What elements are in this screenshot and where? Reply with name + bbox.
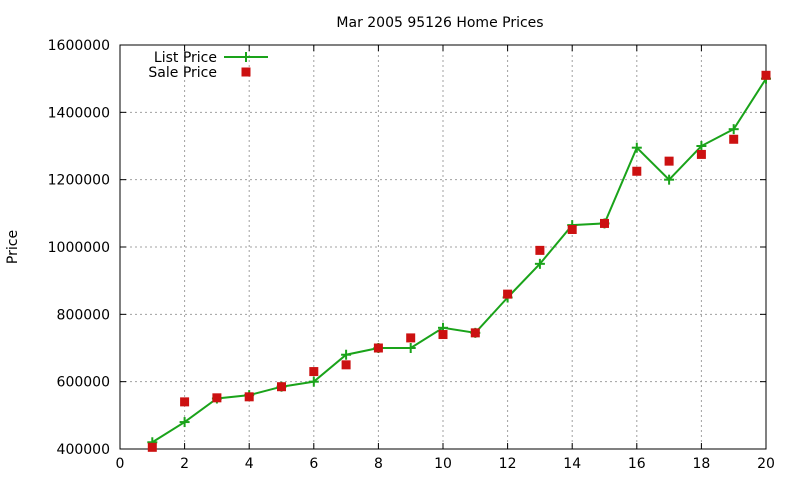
x-tick-label: 2: [180, 456, 189, 472]
x-tick-label: 10: [434, 456, 452, 472]
sale-price-point: [406, 333, 416, 343]
chart-title: Mar 2005 95126 Home Prices: [336, 15, 543, 31]
list-price-point: [179, 417, 190, 428]
y-tick-label: 1400000: [48, 105, 110, 121]
list-price-point: [308, 376, 319, 387]
sale-price-point: [180, 397, 190, 407]
sale-price-point: [373, 343, 383, 353]
y-axis-label: Price: [5, 230, 21, 264]
x-tick-label: 8: [374, 456, 383, 472]
list-price-point: [534, 258, 545, 269]
list-price-point: [341, 349, 352, 360]
y-tick-label: 1200000: [48, 173, 110, 189]
sale-price-point: [535, 245, 545, 255]
sale-price-point: [600, 218, 609, 228]
legend-marker-list-price: [241, 52, 251, 62]
axes: 0 2 4 6 8 10 12 14 16 18 20 400000 600000 800000 10000…: [48, 38, 775, 472]
sale-price-point: [503, 289, 513, 299]
list-price-point: [664, 174, 675, 185]
sale-price-point: [761, 70, 771, 80]
list-price-point: [696, 141, 707, 151]
sale-price-point: [632, 166, 642, 176]
list-price-line: [151, 78, 767, 444]
sale-price-point: [277, 382, 286, 392]
x-tick-label: 0: [116, 456, 125, 472]
x-tick-label: 12: [499, 456, 517, 472]
x-tick-label: 6: [309, 456, 318, 472]
sale-price-point: [696, 149, 706, 159]
x-tick-label: 4: [245, 456, 254, 472]
list-price-point: [631, 142, 642, 153]
sale-price-point: [244, 392, 254, 402]
y-tick-label: 600000: [57, 375, 110, 391]
y-tick-label: 1000000: [48, 240, 110, 256]
list-price-point: [728, 124, 739, 135]
sale-price-point: [438, 330, 448, 340]
sale-price-point: [147, 442, 157, 452]
x-tick-label: 14: [563, 456, 581, 472]
x-tick-label: 18: [692, 456, 710, 472]
grid: [120, 45, 766, 449]
x-tick-label: 16: [628, 456, 646, 472]
y-tick-label: 400000: [57, 442, 110, 458]
sale-price-point: [212, 393, 222, 403]
y-tick-label: 800000: [57, 307, 110, 323]
sale-price-point: [664, 156, 674, 166]
legend-label-list-price: List Price: [154, 50, 217, 66]
sale-price-point: [729, 134, 739, 144]
list-price-point: [405, 343, 416, 353]
y-tick-label: 1600000: [48, 38, 110, 54]
legend-label-sale-price: Sale Price: [148, 65, 217, 81]
sale-price-point: [567, 224, 577, 234]
x-tick-label: 20: [757, 456, 775, 472]
sale-price-point: [470, 328, 480, 338]
legend-marker-sale-price: [241, 67, 251, 77]
plot-area: [147, 70, 771, 452]
sale-price-point: [309, 367, 319, 377]
sale-price-point: [341, 360, 351, 370]
